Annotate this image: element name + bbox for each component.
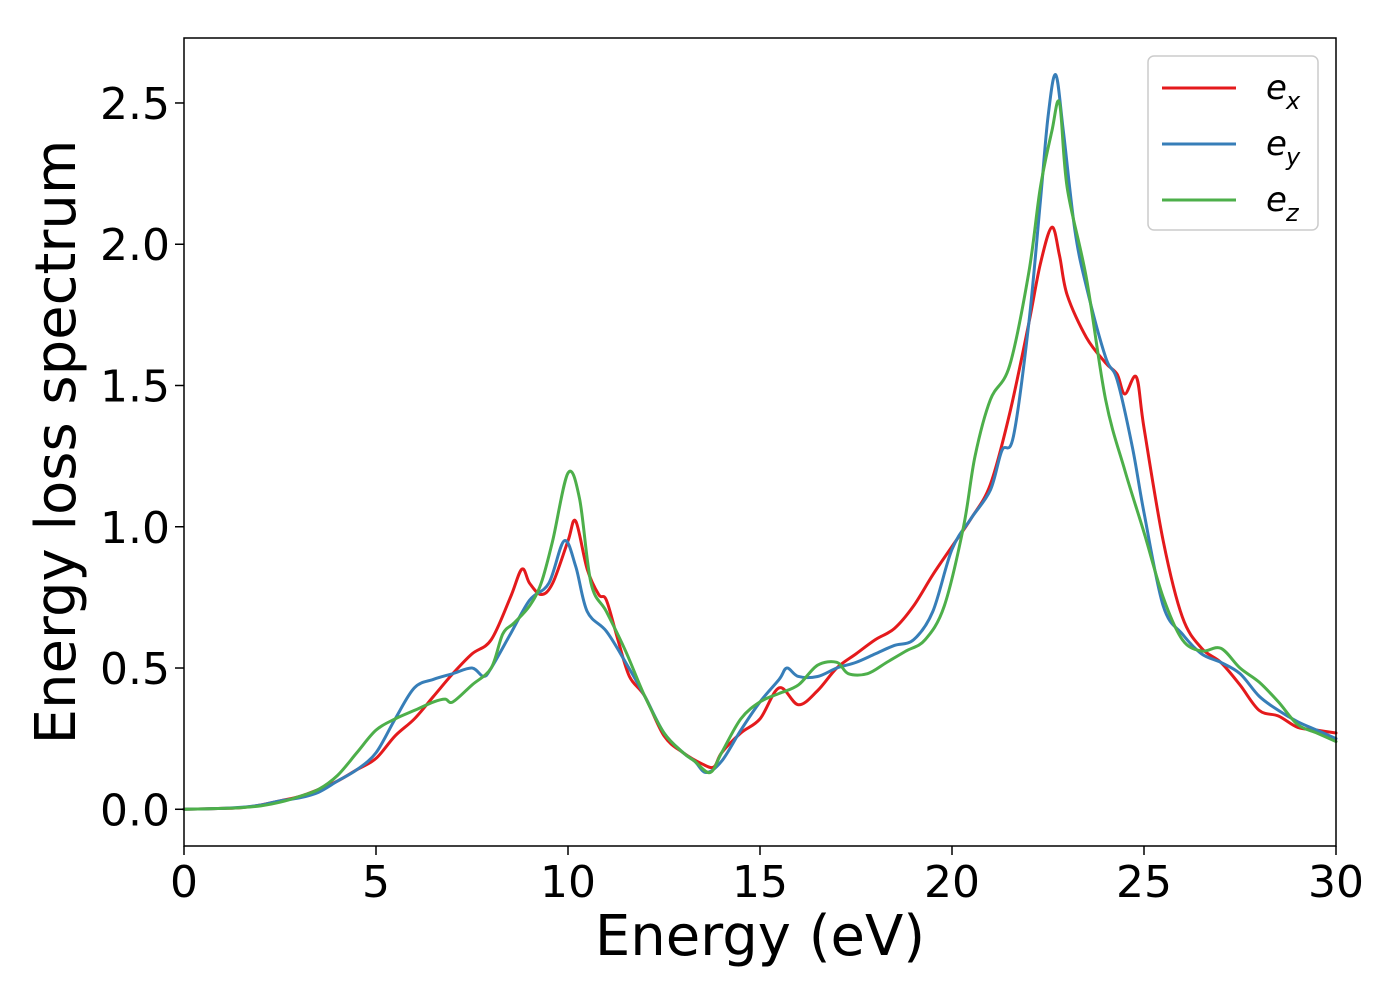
x-tick-label: 0 — [170, 857, 198, 908]
x-tick-label: 20 — [924, 857, 980, 908]
x-tick-label: 15 — [732, 857, 788, 908]
plot-area — [184, 38, 1336, 846]
series-layer — [182, 73, 1338, 811]
x-axis: 0 5 10 15 20 25 30 — [170, 846, 1364, 908]
series-line-z — [182, 99, 1338, 811]
y-axis-label: Energy loss spectrum — [24, 140, 89, 745]
legend: e xe ye z — [1147, 55, 1319, 231]
x-tick-label: 5 — [362, 857, 390, 908]
x-tick-label: 25 — [1116, 857, 1172, 908]
y-tick-label: 1.5 — [100, 361, 170, 412]
y-axis: 0.0 0.5 1.0 1.5 2.0 2.5 — [100, 79, 184, 836]
series-line-y — [182, 73, 1338, 811]
y-tick-label: 2.5 — [100, 79, 170, 130]
x-tick-label: 30 — [1308, 857, 1364, 908]
x-tick-label: 10 — [540, 857, 596, 908]
y-tick-label: 2.0 — [100, 220, 170, 271]
x-axis-label: Energy (eV) — [595, 904, 925, 969]
legend-label: e — [1266, 124, 1287, 164]
legend-subscript: z — [1285, 199, 1300, 227]
legend-subscript: x — [1285, 87, 1301, 115]
legend-subscript: y — [1285, 143, 1301, 171]
legend-label: e — [1266, 68, 1287, 108]
y-tick-label: 0.0 — [100, 785, 170, 836]
legend-label: e — [1266, 180, 1287, 220]
y-tick-label: 1.0 — [100, 503, 170, 554]
y-tick-label: 0.5 — [100, 644, 170, 695]
